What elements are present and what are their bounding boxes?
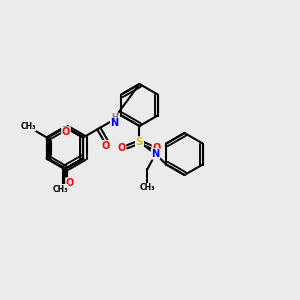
Text: CH₃: CH₃ — [140, 184, 155, 193]
Text: O: O — [66, 178, 74, 188]
Text: N: N — [152, 149, 160, 159]
Text: O: O — [117, 143, 126, 153]
Text: O: O — [62, 127, 70, 137]
Text: CH₃: CH₃ — [20, 122, 36, 131]
Text: N: N — [111, 118, 119, 128]
Text: O: O — [102, 141, 110, 151]
Text: CH₃: CH₃ — [52, 184, 68, 194]
Text: H: H — [111, 113, 118, 122]
Text: S: S — [136, 137, 143, 147]
Text: O: O — [152, 143, 160, 153]
